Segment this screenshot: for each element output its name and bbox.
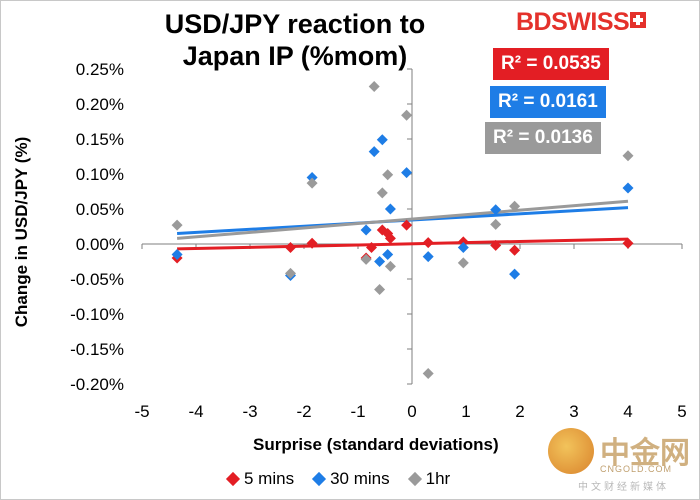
data-point-1hr <box>422 368 434 379</box>
y-tick-label: -0.10% <box>70 305 124 324</box>
data-point-30-mins <box>422 251 434 263</box>
x-axis-label: Surprise (standard deviations) <box>253 435 499 454</box>
data-point-1hr <box>457 257 469 269</box>
trendline-5-mins <box>177 237 629 251</box>
data-point-5-mins <box>622 237 634 249</box>
cngold-watermark: 中金网 CNGOLD.COM 中文财经新媒体 <box>548 428 698 494</box>
y-tick-label: 0.00% <box>76 235 124 254</box>
data-point-30-mins <box>490 204 502 216</box>
data-point-30-mins <box>376 134 388 146</box>
swiss-cross-icon <box>630 12 647 28</box>
data-point-1hr <box>376 187 388 199</box>
legend-label: 30 mins <box>330 469 390 488</box>
data-point-1hr <box>374 284 386 295</box>
data-point-5-mins <box>306 237 318 249</box>
data-point-5-mins <box>509 244 521 256</box>
cngold-logo-icon <box>548 428 594 474</box>
logo-text-left: BD <box>516 8 552 36</box>
legend-label: 5 mins <box>244 469 295 488</box>
legend-item-5-mins: 5 mins <box>225 469 295 489</box>
x-tick-label: 5 <box>677 402 686 421</box>
x-tick-label: 4 <box>623 402 632 421</box>
x-tick-label: 2 <box>515 402 524 421</box>
logo-text-right: SWISS <box>551 8 630 36</box>
y-tick-label: 0.20% <box>76 95 124 114</box>
data-point-1hr <box>401 109 413 121</box>
x-tick-label: 1 <box>461 402 470 421</box>
data-point-1hr <box>360 253 372 265</box>
data-point-30-mins <box>368 146 380 158</box>
watermark-name: 中金网 <box>600 436 690 471</box>
x-tick-label: -1 <box>350 402 365 421</box>
diamond-marker-icon <box>407 471 422 487</box>
data-point-1hr <box>384 260 396 272</box>
r2-label-5-mins: R² = 0.0535 <box>493 48 609 80</box>
data-point-30-mins <box>306 172 318 183</box>
x-tick-label: 3 <box>569 402 578 421</box>
y-tick-label: -0.05% <box>70 270 124 289</box>
y-axis-label: Change in USD/JPY (%) <box>12 136 31 328</box>
data-point-30-mins <box>401 167 413 179</box>
r2-label-1hr: R² = 0.0136 <box>485 122 601 154</box>
data-point-1hr <box>509 200 521 212</box>
data-point-5-mins <box>490 239 502 251</box>
data-point-5-mins <box>422 237 434 249</box>
x-tick-label: 0 <box>407 402 416 421</box>
data-point-30-mins <box>374 256 386 267</box>
bdswiss-logo: BDSWISS <box>516 8 647 37</box>
y-tick-label: 0.25% <box>76 60 124 79</box>
legend-label: 1hr <box>425 469 451 488</box>
x-tick-label: -5 <box>134 402 149 421</box>
data-point-5-mins <box>384 232 396 244</box>
data-point-30-mins <box>622 182 634 194</box>
x-tick-label: -4 <box>188 402 203 421</box>
data-point-30-mins <box>360 224 372 236</box>
data-point-1hr <box>171 219 183 231</box>
data-point-30-mins <box>457 242 469 253</box>
data-point-30-mins <box>171 249 183 260</box>
trendline-1hr <box>176 199 629 240</box>
y-tick-label: -0.15% <box>70 340 124 359</box>
diamond-marker-icon <box>225 471 241 487</box>
data-point-5-mins <box>457 236 469 248</box>
y-tick-label: 0.10% <box>76 165 124 184</box>
data-point-5-mins <box>366 242 377 253</box>
data-point-30-mins <box>384 203 396 215</box>
data-point-1hr <box>622 150 634 162</box>
data-point-1hr <box>382 169 394 181</box>
watermark-domain: CNGOLD.COM <box>600 464 673 474</box>
data-point-5-mins <box>285 242 296 253</box>
r2-label-30-mins: R² = 0.0161 <box>490 86 606 118</box>
data-point-5-mins <box>401 219 413 231</box>
y-tick-label: -0.20% <box>70 375 124 394</box>
data-point-30-mins <box>509 268 521 280</box>
data-point-30-mins <box>382 249 394 260</box>
legend-item-30-mins: 30 mins <box>312 469 390 489</box>
legend: 5 mins 30 mins 1hr <box>225 469 451 489</box>
data-point-1hr <box>490 218 502 230</box>
x-tick-label: -2 <box>296 402 311 421</box>
data-point-1hr <box>368 81 380 92</box>
data-point-1hr <box>306 177 318 189</box>
diamond-marker-icon <box>312 471 327 487</box>
y-tick-label: 0.15% <box>76 130 124 149</box>
y-tick-label: 0.05% <box>76 200 124 219</box>
x-tick-label: -3 <box>242 402 257 421</box>
data-point-1hr <box>285 267 296 279</box>
legend-item-1hr: 1hr <box>407 469 451 489</box>
chart-title: USD/JPY reaction to Japan IP (%mom) <box>164 9 426 71</box>
watermark-subtitle: 中文财经新媒体 <box>578 482 669 493</box>
